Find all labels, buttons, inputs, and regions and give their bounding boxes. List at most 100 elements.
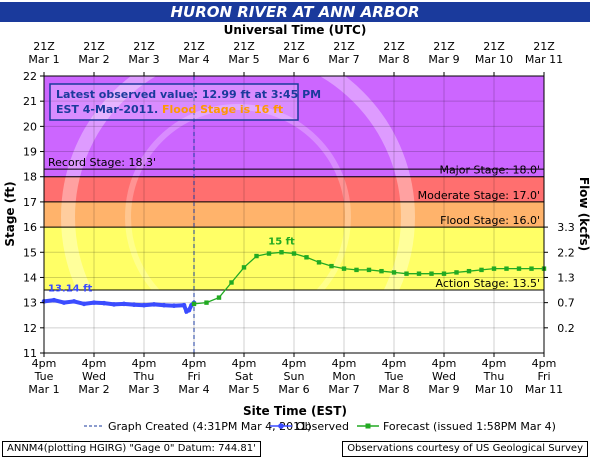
forecast-point xyxy=(291,251,297,256)
forecast-point xyxy=(354,267,359,273)
band-major xyxy=(44,176,544,202)
bottom-tick-label: Mar 8 xyxy=(378,383,409,396)
observed-point xyxy=(141,302,147,308)
top-tick-label: 21Z xyxy=(283,40,305,53)
stage-label: Record Stage: 18.3' xyxy=(48,156,156,169)
forecast-point xyxy=(529,266,534,271)
y-tick-label: 16 xyxy=(23,221,37,234)
band-record xyxy=(44,76,544,177)
bottom-tick-label: Mar 3 xyxy=(128,383,159,396)
bottom-tick-label: Wed xyxy=(82,370,106,383)
bottom-tick-label: Thu xyxy=(483,370,505,383)
bottom-tick-label: 4pm xyxy=(382,357,407,370)
top-tick-label: 21Z xyxy=(33,40,55,53)
bottom-tick-label: 4pm xyxy=(132,357,157,370)
observed-point xyxy=(121,301,127,307)
top-tick-label: Mar 11 xyxy=(525,53,563,66)
footer-credit: Observations courtesy of US Geological S… xyxy=(342,441,588,457)
top-tick-label: Mar 7 xyxy=(328,53,359,66)
right-tick-label: 0.2 xyxy=(557,322,575,335)
stage-lines: Record Stage: 18.3' Major Stage: 18.0' Mod… xyxy=(44,156,544,291)
forecast-point xyxy=(366,267,372,273)
y-tick-label: 15 xyxy=(23,246,37,259)
forecast-point xyxy=(191,301,197,307)
forecast-point xyxy=(516,266,522,271)
svg-text:EST 4-Mar-2011. Flood Stage is: EST 4-Mar-2011. Flood Stage is 16 ft xyxy=(56,103,283,116)
y-tick-label: 13 xyxy=(23,297,37,310)
observed-point xyxy=(81,301,87,307)
bottom-tick-label: Sun xyxy=(284,370,305,383)
top-tick-label: 21Z xyxy=(483,40,505,53)
y-tick-label: 19 xyxy=(23,146,37,159)
bottom-tick-label: Mar 7 xyxy=(328,383,359,396)
forecast-point xyxy=(241,265,247,270)
bottom-tick-label: Mon xyxy=(332,370,355,383)
bottom-tick-label: Mar 1 xyxy=(28,383,59,396)
bottom-tick-label: 4pm xyxy=(332,357,357,370)
forecast-point xyxy=(404,271,409,276)
bottom-tick-label: Mar 4 xyxy=(178,383,209,396)
forecast-point xyxy=(229,280,234,285)
y-tick-label: 12 xyxy=(23,322,37,335)
bottom-tick-label: Fri xyxy=(537,370,550,383)
hydrograph-chart: Universal Time (UTC) Record Stage: 18.3'… xyxy=(3,23,590,433)
legend-forecast-marker xyxy=(365,423,371,429)
forecast-point xyxy=(304,255,309,260)
top-tick-label: 21Z xyxy=(183,40,205,53)
bottom-tick-label: Mar 9 xyxy=(428,383,459,396)
bottom-tick-label: Mar 11 xyxy=(525,383,563,396)
stage-label: Major Stage: 18.0' xyxy=(439,164,540,177)
noaa-watermark xyxy=(61,40,415,394)
y-tick-label: 20 xyxy=(23,120,37,133)
band-moderate xyxy=(44,201,544,228)
legend-observed-label: Observed xyxy=(296,420,349,433)
info-box-line2-date: EST 4-Mar-2011. xyxy=(56,103,162,116)
bottom-tick-label: Sat xyxy=(235,370,254,383)
legend: Graph Created (4:31PM Mar 4, 2011) Obser… xyxy=(84,420,556,433)
forecast-point xyxy=(316,260,322,265)
right-tick-label: 1.3 xyxy=(557,271,575,284)
bottom-tick-label: 4pm xyxy=(182,357,207,370)
observed-point xyxy=(181,302,187,308)
top-axis-title: Universal Time (UTC) xyxy=(224,23,367,37)
top-tick-label: Mar 5 xyxy=(228,53,259,66)
bottom-tick-label: Mar 10 xyxy=(475,383,513,396)
legend-created-label: Graph Created (4:31PM Mar 4, 2011) xyxy=(108,420,311,433)
forecast-point xyxy=(429,271,434,276)
chart-title: HURON RIVER AT ANN ARBOR xyxy=(0,2,590,22)
top-tick-label: Mar 6 xyxy=(278,53,309,66)
forecast-point xyxy=(341,266,347,271)
observed-point xyxy=(101,300,107,306)
bottom-tick-label: Tue xyxy=(34,370,54,383)
forecast-point xyxy=(379,268,384,274)
bottom-tick-label: 4pm xyxy=(432,357,457,370)
right-tick-label: 2.2 xyxy=(557,246,575,259)
info-box: Latest observed value: 12.99 ft at 3:45 … xyxy=(49,83,321,121)
band-flood xyxy=(44,227,544,291)
bottom-tick-label: 4pm xyxy=(32,357,57,370)
forecast-point xyxy=(491,266,497,271)
right-axis-title: Flow (kcfs) xyxy=(577,177,590,251)
bottom-tick-label: Wed xyxy=(432,370,456,383)
band-normal xyxy=(44,290,544,353)
bottom-tick-label: 4pm xyxy=(232,357,257,370)
top-tick-label: Mar 10 xyxy=(475,53,513,66)
bottom-tick-label: Thu xyxy=(133,370,155,383)
top-tick-label: Mar 1 xyxy=(28,53,59,66)
y-tick-label: 11 xyxy=(23,347,37,360)
observed-point xyxy=(151,302,157,307)
top-tick-label: 21Z xyxy=(383,40,405,53)
top-tick-label: Mar 3 xyxy=(128,53,159,66)
observed-point xyxy=(111,302,117,307)
bottom-tick-label: Mar 2 xyxy=(78,383,109,396)
forecast-point xyxy=(279,250,284,255)
forecast-point xyxy=(216,295,222,300)
legend-observed-marker xyxy=(278,423,284,429)
top-tick-label: Mar 4 xyxy=(178,53,209,66)
forecast-point xyxy=(204,300,209,305)
observed-point xyxy=(61,300,67,305)
bottom-tick-label: 4pm xyxy=(282,357,307,370)
observed-point xyxy=(71,299,77,304)
observed-point xyxy=(186,307,192,313)
info-box-line1: Latest observed value: 12.99 ft at 3:45 … xyxy=(56,88,321,101)
